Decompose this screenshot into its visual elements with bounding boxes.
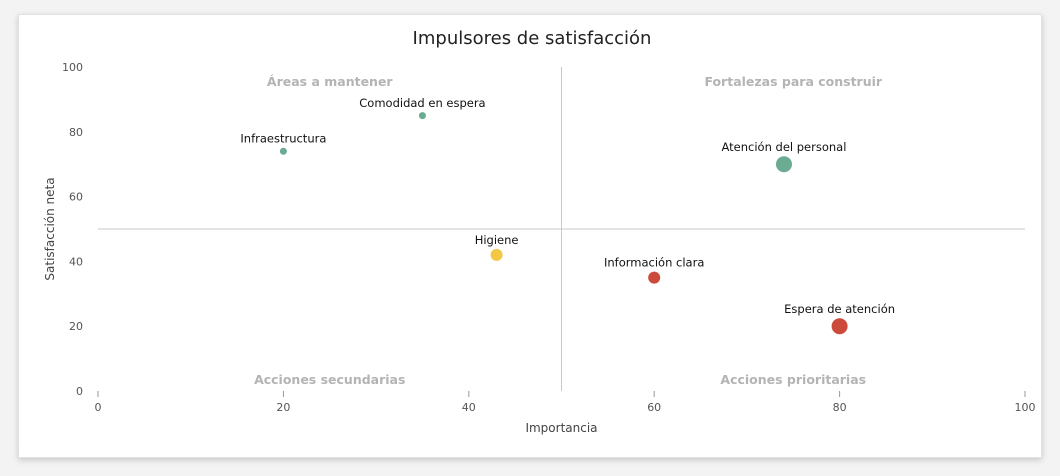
- y-tick-label: 0: [76, 385, 83, 398]
- quadrant-label-top-right: Fortalezas para construir: [704, 74, 882, 89]
- data-point[interactable]: [418, 112, 426, 120]
- data-point-label: Higiene: [475, 233, 519, 247]
- y-tick-label: 100: [62, 61, 83, 74]
- x-tick-label: 0: [95, 401, 102, 414]
- data-point[interactable]: [775, 156, 792, 173]
- x-axis-ticks: 0 20 40 60 80 100: [95, 391, 1036, 414]
- x-tick-label: 40: [462, 401, 476, 414]
- x-axis-label: Importancia: [525, 421, 597, 435]
- x-tick-label: 60: [647, 401, 661, 414]
- data-point[interactable]: [648, 271, 661, 284]
- data-point[interactable]: [279, 147, 287, 155]
- y-axis-ticks: 0 20 40 60 80 100: [62, 61, 83, 398]
- y-tick-label: 60: [69, 191, 83, 204]
- y-tick-label: 40: [69, 255, 83, 268]
- y-axis-label: Satisfacción neta: [43, 177, 57, 280]
- chart-card: Impulsores de satisfacción 0 20 40 60 80 100 …: [18, 14, 1042, 458]
- quadrant-label-bottom-left: Acciones secundarias: [254, 372, 405, 387]
- x-tick-label: 80: [833, 401, 847, 414]
- data-points: Comodidad en espera Infraestructura Atenci…: [240, 96, 895, 335]
- y-tick-label: 20: [69, 320, 83, 333]
- x-tick-label: 100: [1015, 401, 1036, 414]
- quadrant-label-top-left: Áreas a mantener: [267, 74, 394, 89]
- chart-title: Impulsores de satisfacción: [413, 28, 652, 49]
- data-point-label: Información clara: [604, 256, 704, 270]
- data-point-label: Comodidad en espera: [359, 96, 485, 110]
- data-point-label: Infraestructura: [240, 132, 326, 146]
- quadrant-label-bottom-right: Acciones prioritarias: [720, 372, 866, 387]
- data-point-label: Espera de atención: [784, 302, 895, 316]
- data-point[interactable]: [831, 318, 848, 335]
- y-tick-label: 80: [69, 126, 83, 139]
- x-tick-label: 20: [276, 401, 290, 414]
- data-point[interactable]: [490, 248, 503, 261]
- data-point-label: Atención del personal: [722, 140, 847, 154]
- scatter-chart: Impulsores de satisfacción 020406080100 …: [43, 28, 1036, 435]
